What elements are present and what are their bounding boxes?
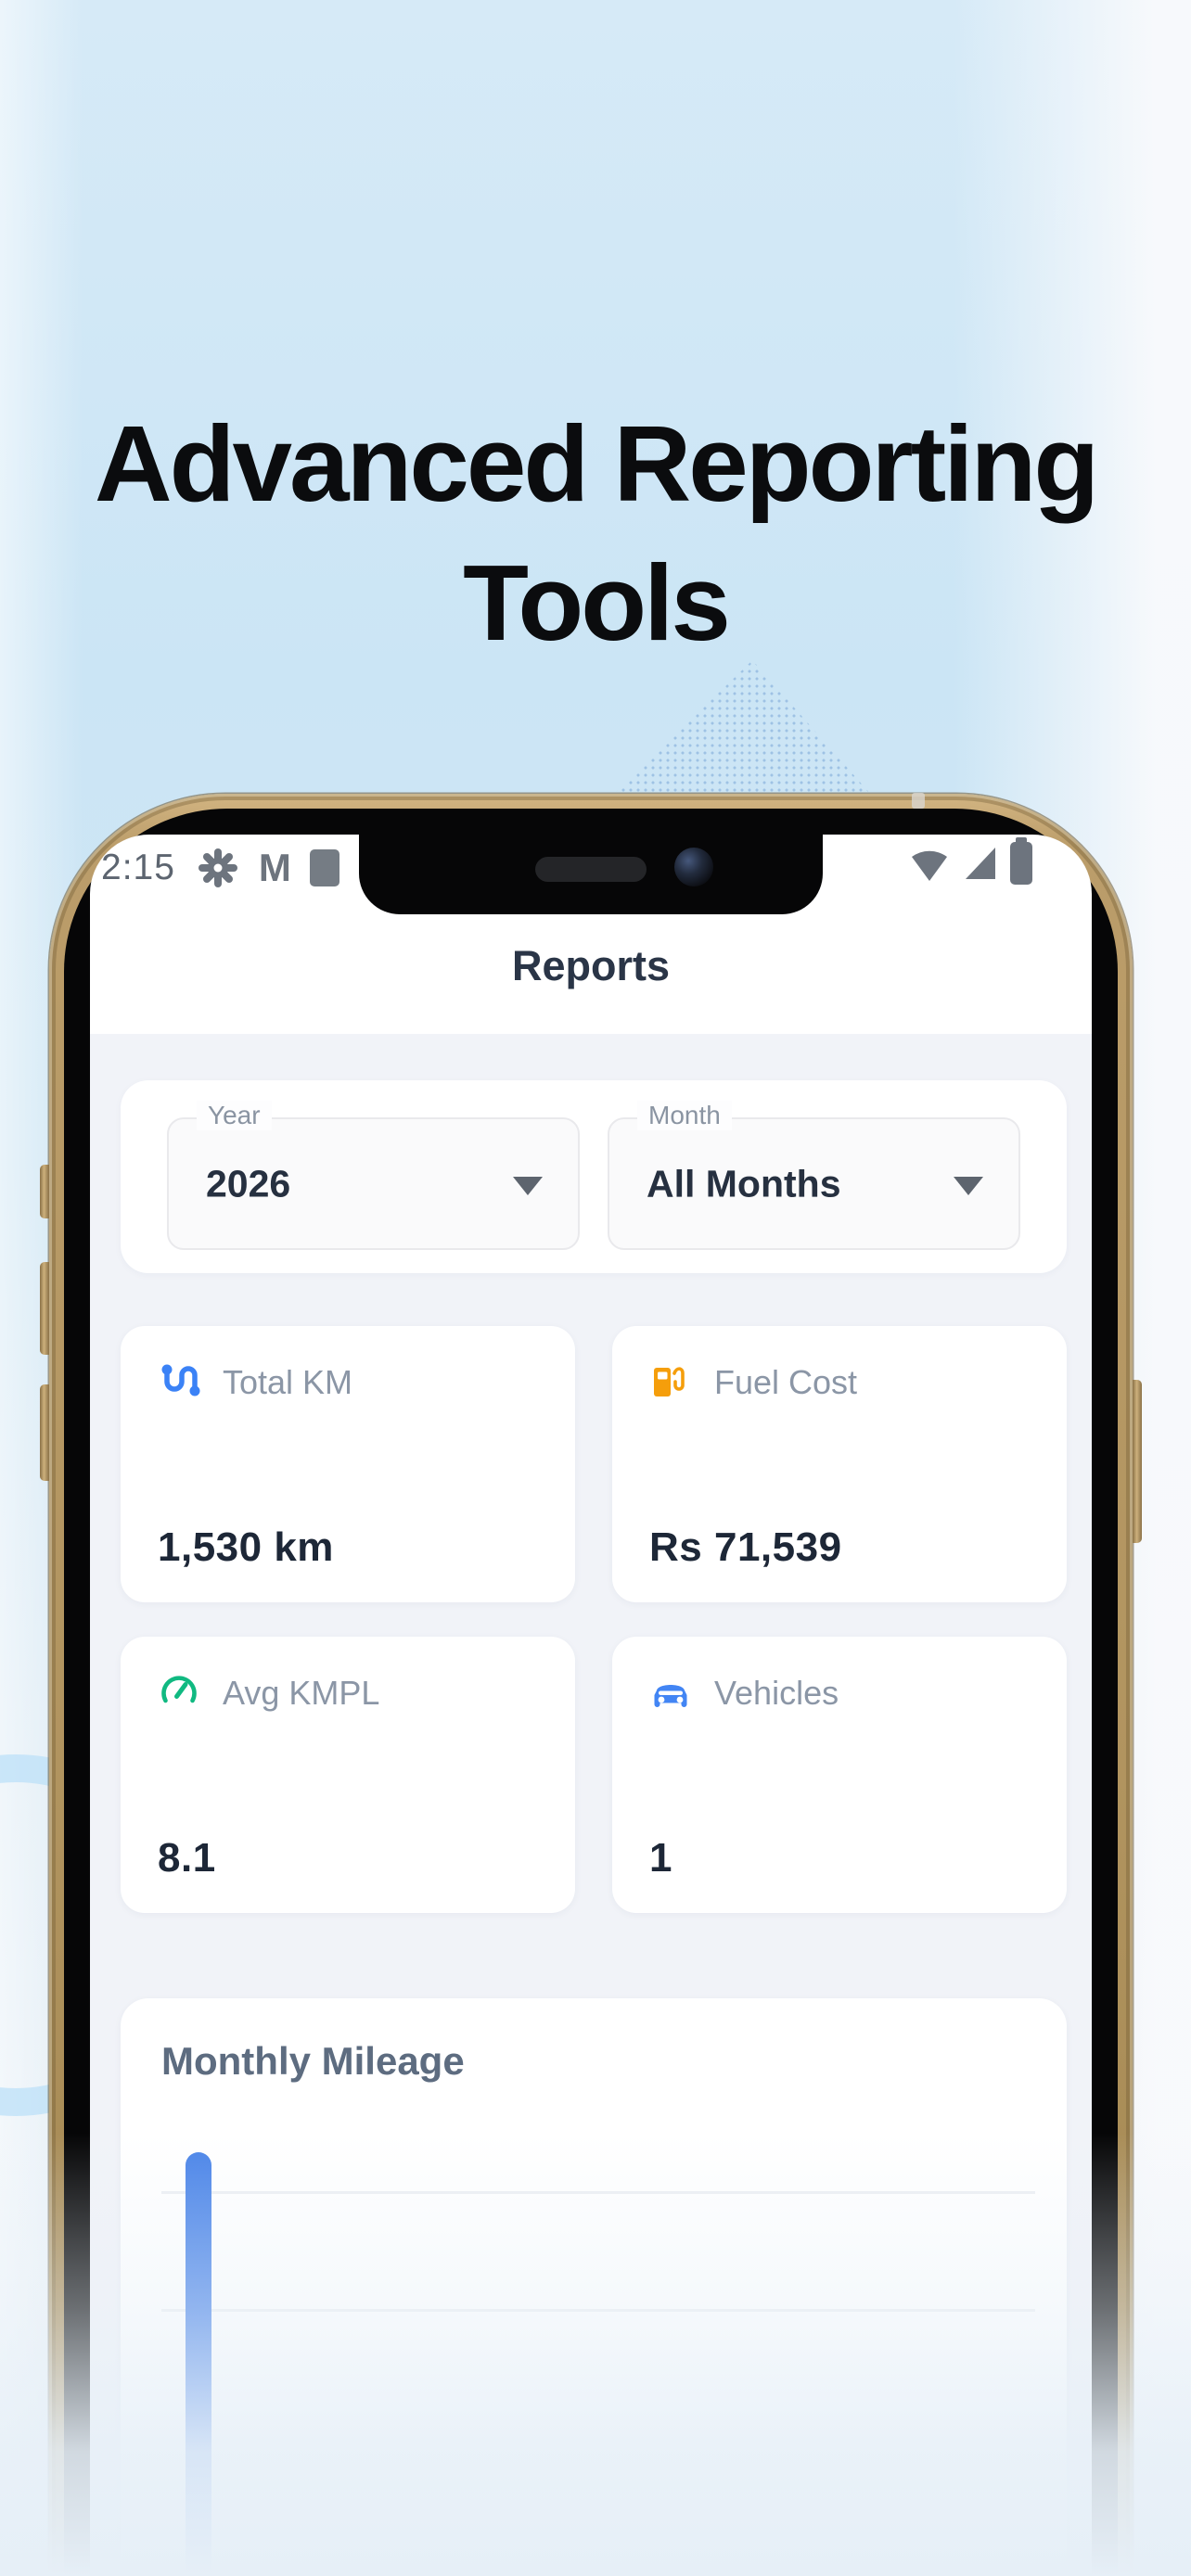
car-icon bbox=[649, 1672, 692, 1715]
stat-value: 1,530 km bbox=[158, 1524, 334, 1570]
gmail-icon: M bbox=[258, 846, 291, 889]
status-bar: 2:15 bbox=[90, 835, 1092, 909]
status-time: 2:15 bbox=[101, 848, 175, 887]
stat-card-vehicles: Vehicles 1 bbox=[612, 1637, 1067, 1913]
stat-label: Avg KMPL bbox=[223, 1674, 380, 1712]
stat-label: Total KM bbox=[223, 1363, 353, 1401]
year-select-value: 2026 bbox=[206, 1162, 291, 1205]
stats-grid: Total KM 1,530 km bbox=[121, 1326, 1067, 1913]
speaker-grille bbox=[535, 857, 647, 882]
stat-label: Vehicles bbox=[714, 1674, 839, 1712]
year-select[interactable]: Year 2026 bbox=[167, 1101, 580, 1250]
hero-title-line2: Tools bbox=[463, 542, 731, 663]
stat-label: Fuel Cost bbox=[714, 1363, 858, 1401]
battery-icon bbox=[1010, 837, 1032, 885]
chevron-down-icon bbox=[513, 1176, 543, 1195]
stat-head: Avg KMPL bbox=[158, 1672, 538, 1715]
file-icon bbox=[309, 849, 339, 886]
route-icon bbox=[158, 1361, 200, 1404]
stat-head: Total KM bbox=[158, 1361, 538, 1404]
stat-head: Vehicles bbox=[649, 1672, 1030, 1715]
stat-value: 1 bbox=[649, 1835, 672, 1881]
front-camera bbox=[674, 848, 713, 886]
notch bbox=[359, 835, 823, 914]
power-button bbox=[1133, 1380, 1142, 1543]
bottom-fade bbox=[0, 2133, 1191, 2576]
stat-head: Fuel Cost bbox=[649, 1361, 1030, 1404]
wifi-icon bbox=[908, 842, 951, 885]
stat-value: Rs 71,539 bbox=[649, 1524, 842, 1570]
chevron-down-icon bbox=[954, 1176, 983, 1195]
antenna-band bbox=[912, 793, 925, 809]
status-left-group: 2:15 bbox=[101, 846, 339, 890]
fuel-icon bbox=[649, 1361, 692, 1404]
chart-title: Monthly Mileage bbox=[161, 2039, 465, 2083]
stat-card-fuel-cost: Fuel Cost Rs 71,539 bbox=[612, 1326, 1067, 1602]
hero-title: Advanced Reporting Tools bbox=[0, 394, 1191, 672]
mute-switch bbox=[40, 1165, 49, 1218]
volume-down-button bbox=[40, 1384, 49, 1481]
year-select-label: Year bbox=[197, 1101, 272, 1130]
stat-card-avg-kmpl: Avg KMPL 8.1 bbox=[121, 1637, 575, 1913]
settings-icon bbox=[198, 848, 238, 888]
month-select-label: Month bbox=[637, 1101, 732, 1130]
page-title: Reports bbox=[511, 942, 671, 989]
month-select[interactable]: Month All Months bbox=[608, 1101, 1020, 1250]
signal-icon bbox=[962, 842, 999, 885]
stat-value: 8.1 bbox=[158, 1835, 216, 1881]
hero-title-line1: Advanced Reporting bbox=[94, 403, 1099, 524]
month-select-value: All Months bbox=[647, 1162, 841, 1205]
status-right-group bbox=[908, 837, 1032, 885]
gauge-icon bbox=[158, 1672, 200, 1715]
filters-card: Year 2026 Month All Months bbox=[121, 1080, 1067, 1273]
stat-card-total-km: Total KM 1,530 km bbox=[121, 1326, 575, 1602]
volume-up-button bbox=[40, 1262, 49, 1355]
